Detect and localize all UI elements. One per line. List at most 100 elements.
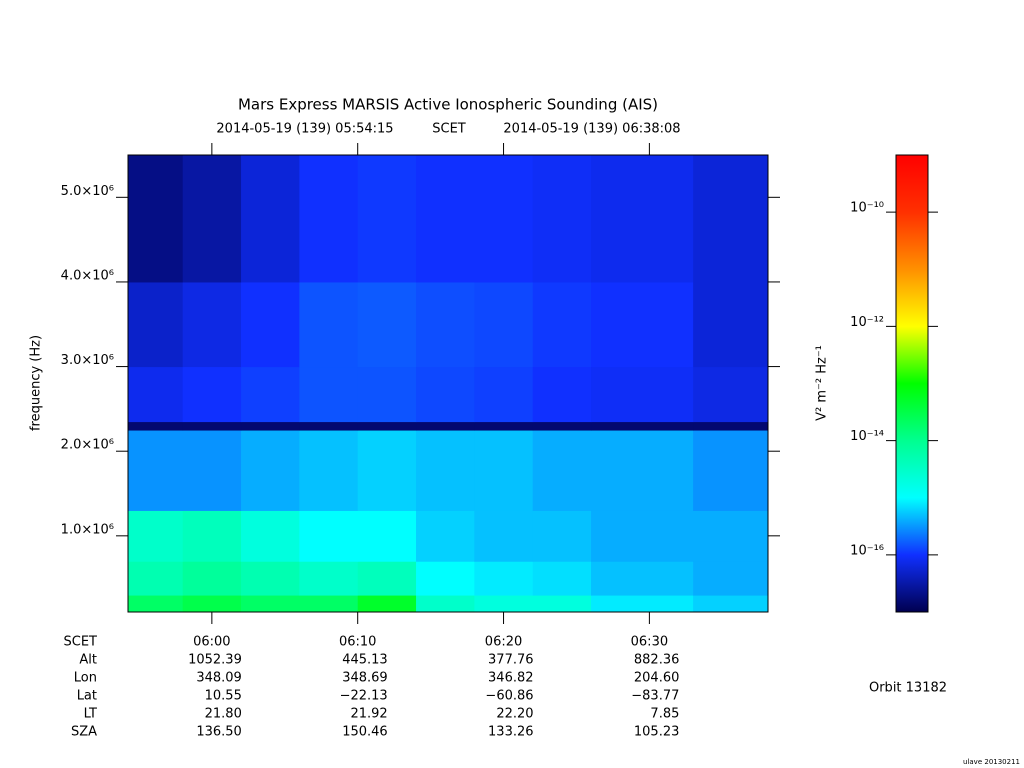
x-tick-label: 06:20	[485, 635, 522, 650]
heatmap-cell	[591, 430, 694, 511]
ephemeris-label: Alt	[79, 653, 97, 668]
heatmap-cell	[591, 595, 694, 613]
ephemeris-value: 348.09	[196, 671, 242, 686]
ephemeris-value: 445.13	[342, 653, 388, 668]
x-tick-label: 06:00	[193, 635, 230, 650]
ephemeris-header: SCET	[64, 635, 98, 650]
heatmap-cell	[591, 281, 694, 368]
heatmap-cell	[474, 595, 534, 613]
orbit-label: Orbit 13182	[869, 681, 947, 696]
heatmap-cell	[299, 595, 359, 613]
heatmap-cell	[357, 421, 417, 431]
heatmap-cell	[357, 561, 417, 596]
heatmap-cell	[128, 155, 184, 283]
heatmap-cell	[693, 595, 769, 613]
heatmap-cell	[693, 155, 769, 283]
heatmap-cell	[182, 366, 242, 423]
ephemeris-value: 7.85	[650, 707, 679, 722]
ephemeris-value: 1052.39	[188, 653, 242, 668]
ephemeris-value: −83.77	[631, 689, 679, 704]
ephemeris-value: 136.50	[196, 725, 242, 740]
start-time: 2014-05-19 (139) 05:54:15	[216, 122, 393, 137]
heatmap-cell	[474, 155, 534, 283]
heatmap-cell	[474, 366, 534, 423]
colorbar-tick-label: 10⁻¹²	[850, 315, 884, 330]
colorbar-tick-label: 10⁻¹⁴	[850, 429, 884, 444]
heatmap-cell	[299, 510, 359, 562]
heatmap-cell	[693, 281, 769, 368]
ephemeris-label: Lat	[77, 689, 97, 704]
heatmap-cell	[416, 561, 475, 596]
ephemeris-value: 105.23	[634, 725, 680, 740]
heatmap-cell	[128, 430, 184, 511]
ephemeris-label: Lon	[74, 671, 97, 686]
ephemeris-value: 10.55	[205, 689, 242, 704]
plot-frame	[127, 154, 769, 613]
heatmap-cell	[241, 421, 300, 431]
y-tick-label: 1.0×10⁶	[61, 522, 114, 537]
ephemeris-value: 882.36	[634, 653, 680, 668]
heatmap-cell	[241, 281, 300, 368]
heatmap-cell	[474, 421, 534, 431]
heatmap-cell	[532, 510, 592, 562]
heatmap-cell	[182, 510, 242, 562]
ephemeris-value: 204.60	[634, 671, 680, 686]
heatmap-cell	[693, 366, 769, 423]
ephemeris-value: −60.86	[485, 689, 533, 704]
heatmap-cell	[299, 421, 359, 431]
y-tick-label: 3.0×10⁶	[61, 353, 114, 368]
heatmap-cell	[357, 155, 417, 283]
y-tick-label: 5.0×10⁶	[61, 184, 114, 199]
heatmap-cell	[591, 561, 694, 596]
colorbar-tick-label: 10⁻¹⁶	[850, 543, 884, 558]
time-system: SCET	[432, 122, 466, 137]
heatmap-cell	[591, 366, 694, 423]
heatmap-cell	[182, 595, 242, 613]
heatmap-cell	[299, 366, 359, 423]
heatmap-cell	[532, 155, 592, 283]
heatmap-cell	[591, 421, 694, 431]
heatmap-cell	[416, 595, 475, 613]
heatmap-cell	[474, 430, 534, 511]
colorbar	[895, 154, 929, 613]
heatmap-cell	[299, 430, 359, 511]
heatmap-cell	[299, 155, 359, 283]
credit: ulave 20130211	[963, 758, 1020, 766]
heatmap-cell	[693, 430, 769, 511]
heatmap	[128, 155, 769, 613]
y-axis-label: frequency (Hz)	[29, 335, 44, 431]
ephemeris-label: LT	[84, 707, 97, 722]
heatmap-cell	[357, 595, 417, 613]
heatmap-cell	[128, 421, 184, 431]
y-tick-label: 2.0×10⁶	[61, 438, 114, 453]
heatmap-cell	[128, 561, 184, 596]
heatmap-cell	[416, 366, 475, 423]
heatmap-cell	[357, 430, 417, 511]
heatmap-cell	[299, 281, 359, 368]
colorbar-label: V² m⁻² Hz⁻¹	[815, 345, 830, 421]
x-tick-label: 06:30	[631, 635, 668, 650]
heatmap-cell	[128, 281, 184, 368]
ephemeris-value: 346.82	[488, 671, 534, 686]
ephemeris-value: 133.26	[488, 725, 534, 740]
heatmap-cell	[693, 561, 769, 596]
heatmap-cell	[241, 510, 300, 562]
heatmap-cell	[416, 510, 475, 562]
colorbar-tick-label: 10⁻¹⁰	[850, 201, 884, 216]
heatmap-cell	[474, 510, 534, 562]
heatmap-cell	[241, 561, 300, 596]
heatmap-cell	[532, 561, 592, 596]
heatmap-cell	[474, 561, 534, 596]
heatmap-cell	[357, 366, 417, 423]
heatmap-cell	[182, 561, 242, 596]
heatmap-cell	[182, 430, 242, 511]
heatmap-cell	[299, 561, 359, 596]
end-time: 2014-05-19 (139) 06:38:08	[503, 122, 680, 137]
ephemeris-label: SZA	[71, 725, 97, 740]
ephemeris-value: 150.46	[342, 725, 388, 740]
heatmap-cell	[416, 421, 475, 431]
heatmap-cell	[241, 366, 300, 423]
heatmap-cell	[128, 510, 184, 562]
heatmap-cell	[416, 281, 475, 368]
